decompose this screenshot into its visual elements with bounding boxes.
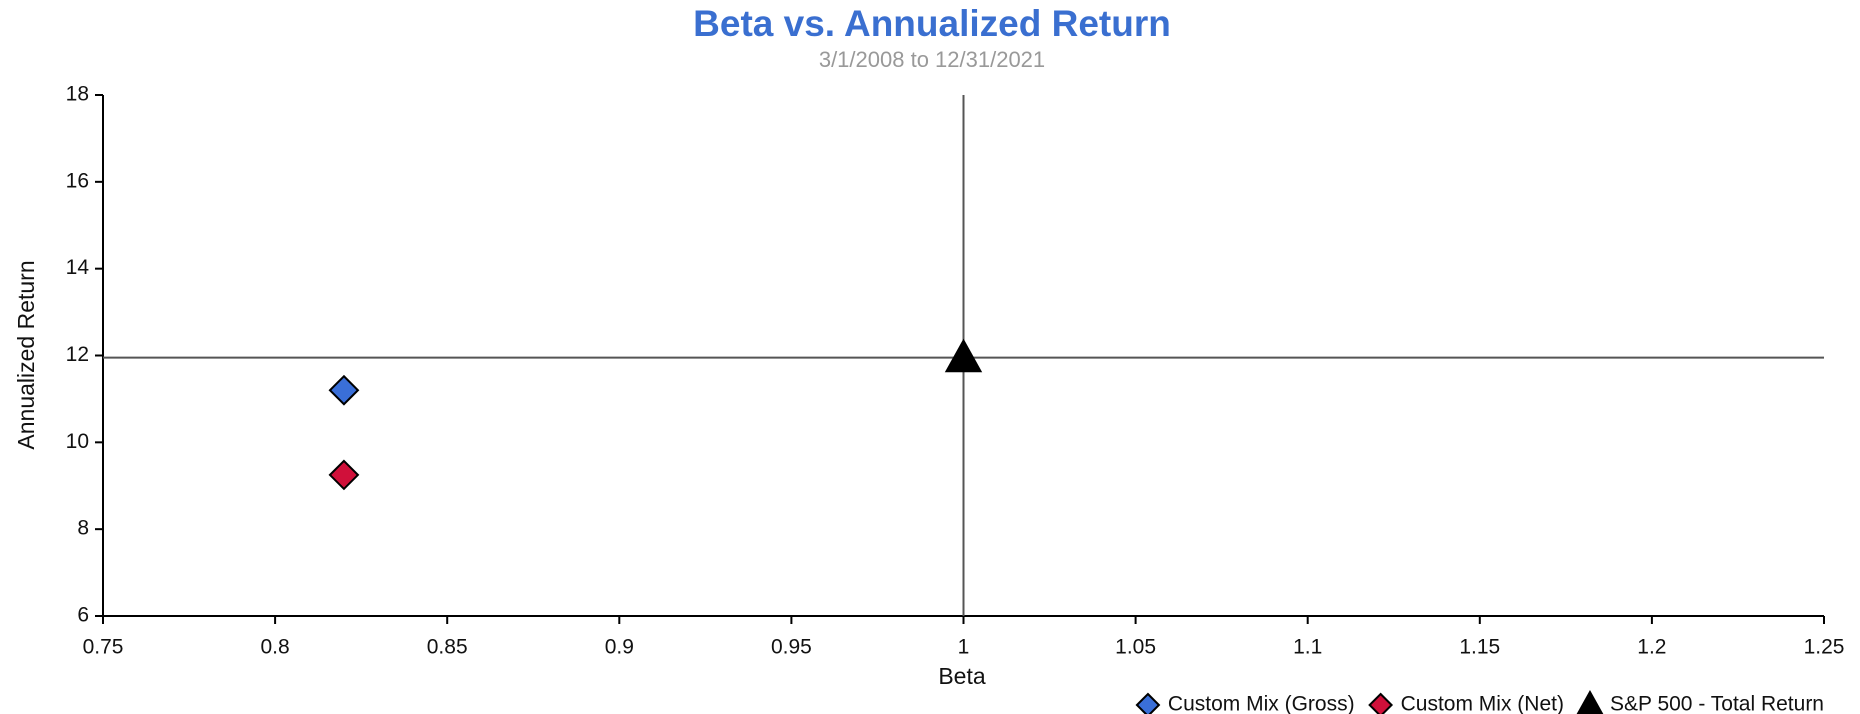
legend-marker [1135, 692, 1161, 714]
y-tick-label: 6 [77, 604, 89, 627]
legend-marker [1368, 692, 1394, 714]
legend-marker [1576, 689, 1604, 714]
x-tick-label: 1.05 [1115, 636, 1156, 659]
chart-subtitle: 3/1/2008 to 12/31/2021 [819, 47, 1045, 72]
x-tick-label: 1 [958, 636, 970, 659]
point [944, 338, 983, 373]
y-tick-label: 14 [66, 256, 90, 279]
x-tick-label: 0.85 [427, 636, 468, 659]
x-tick-label: 1.1 [1293, 636, 1322, 659]
y-tick-label: 18 [66, 83, 89, 106]
legend-label: Custom Mix (Net) [1401, 693, 1564, 714]
y-axis-label: Annualized Return [13, 260, 39, 449]
chart-title: Beta vs. Annualized Return [693, 3, 1171, 44]
y-tick-label: 12 [66, 343, 89, 366]
legend-label: Custom Mix (Gross) [1168, 693, 1355, 714]
x-tick-label: 1.15 [1459, 636, 1500, 659]
point [328, 374, 360, 406]
x-axis-label: Beta [938, 663, 986, 689]
point [328, 459, 360, 491]
y-tick-label: 8 [77, 517, 89, 540]
y-tick-label: 16 [66, 169, 89, 192]
x-tick-label: 0.8 [260, 636, 289, 659]
y-tick-label: 10 [66, 430, 89, 453]
x-tick-label: 0.95 [771, 636, 812, 659]
x-tick-label: 0.75 [83, 636, 124, 659]
x-tick-label: 0.9 [605, 636, 634, 659]
x-tick-label: 1.2 [1637, 636, 1666, 659]
legend-label: S&P 500 - Total Return [1610, 693, 1824, 714]
x-tick-label: 1.25 [1804, 636, 1845, 659]
